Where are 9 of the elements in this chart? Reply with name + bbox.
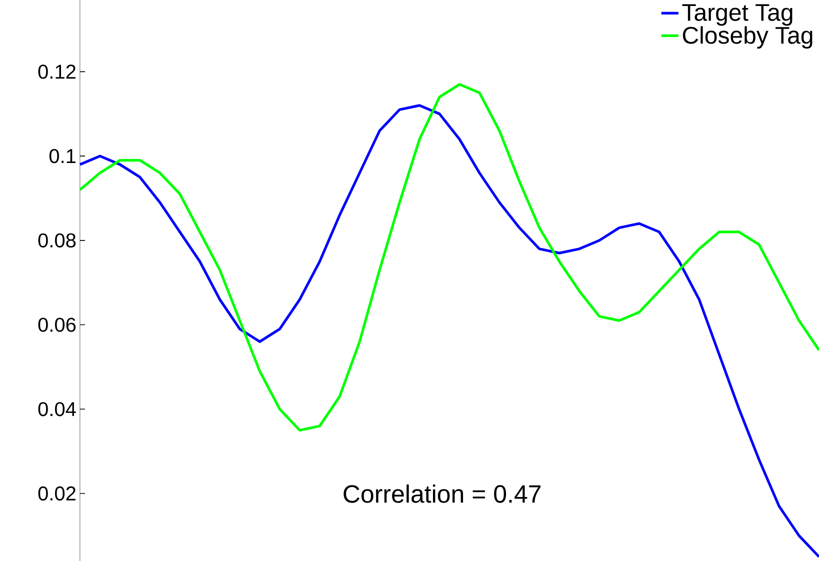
y-tick-label: 0.04: [38, 402, 76, 416]
y-tick-label: 0.12: [38, 64, 76, 79]
legend-label: Closeby Tag: [682, 26, 812, 49]
legend-label: Target Tag: [682, 4, 792, 26]
y-tick-label: 0.02: [38, 486, 76, 501]
y-tick-label: 0.08: [38, 233, 76, 248]
y-tick-label: 0.1: [49, 148, 76, 164]
y-tick-label: 0.06: [38, 318, 76, 332]
annotation: Correlation = 0.47: [344, 484, 541, 503]
